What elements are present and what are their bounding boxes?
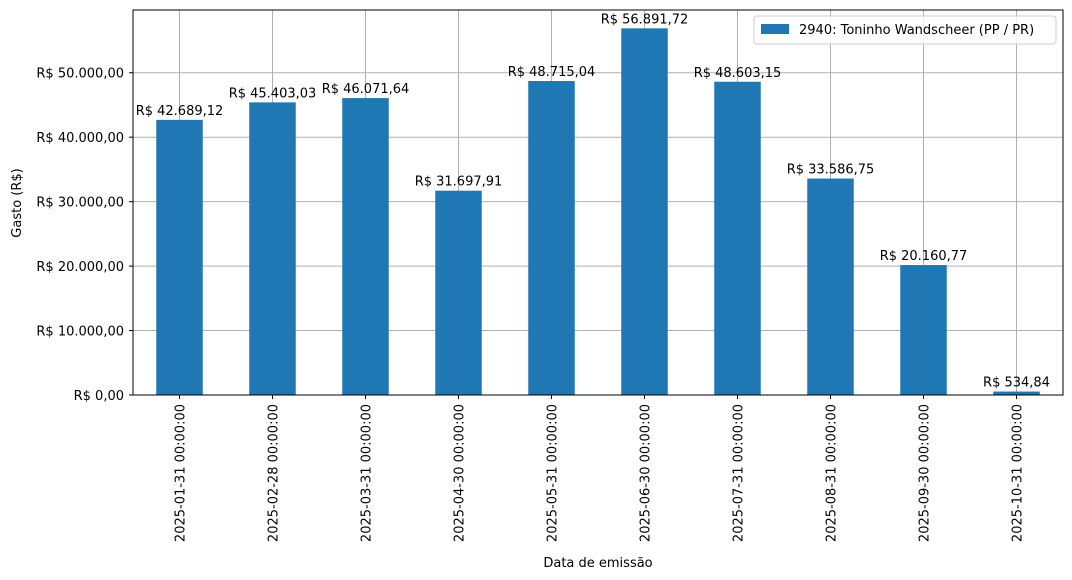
plot-frame bbox=[132, 9, 1064, 396]
bar-layer bbox=[156, 28, 1040, 396]
y-tick-layer: R$ 0,00 R$ 10.000,00 R$ 20.000,00 R$ 30.000… bbox=[36, 67, 133, 404]
x-tick-label: 2025-09-30 00:00:00 bbox=[918, 404, 933, 542]
data-label: R$ 45.403,03 bbox=[229, 86, 317, 101]
x-tick-label: 2025-07-31 00:00:00 bbox=[732, 404, 747, 542]
data-label: R$ 46.071,64 bbox=[322, 82, 410, 97]
x-axis-title: Data de emissão bbox=[543, 556, 652, 571]
legend: 2940: Toninho Wandscheer (PP / PR) bbox=[753, 15, 1057, 45]
x-tick-label: 2025-06-30 00:00:00 bbox=[639, 404, 654, 542]
data-label: R$ 42.689,12 bbox=[136, 104, 224, 119]
y-tick-label: R$ 50.000,00 bbox=[36, 67, 124, 82]
legend-entry-label: 2940: Toninho Wandscheer (PP / PR) bbox=[799, 23, 1034, 38]
y-tick-label: R$ 20.000,00 bbox=[36, 260, 124, 275]
data-label: R$ 48.715,04 bbox=[508, 65, 596, 80]
x-tick-label: 2025-01-31 00:00:00 bbox=[174, 404, 189, 542]
plot-area-border bbox=[132, 9, 1064, 396]
data-label: R$ 56.891,72 bbox=[601, 12, 689, 27]
x-tick-label: 2025-03-31 00:00:00 bbox=[360, 404, 375, 542]
data-label: R$ 33.586,75 bbox=[787, 163, 875, 178]
bar bbox=[528, 81, 575, 395]
x-tick-label: 2025-10-31 00:00:00 bbox=[1011, 404, 1026, 542]
legend-swatch bbox=[761, 24, 789, 34]
x-tick-label: 2025-02-28 00:00:00 bbox=[267, 404, 282, 542]
bar bbox=[342, 98, 389, 395]
bar bbox=[156, 119, 203, 396]
bar bbox=[993, 391, 1040, 395]
y-tick-label: R$ 40.000,00 bbox=[36, 131, 124, 146]
y-axis-title: Gasto (R$) bbox=[10, 168, 25, 237]
y-tick-label: R$ 0,00 bbox=[74, 389, 124, 404]
bar bbox=[621, 28, 668, 396]
bar bbox=[249, 102, 296, 396]
data-label: R$ 534,84 bbox=[983, 376, 1050, 391]
data-label: R$ 48.603,15 bbox=[694, 66, 782, 81]
x-tick-label: 2025-04-30 00:00:00 bbox=[453, 404, 468, 542]
bar bbox=[900, 265, 947, 395]
y-tick-label: R$ 10.000,00 bbox=[36, 325, 124, 340]
legend-box bbox=[753, 15, 1057, 45]
bar bbox=[714, 81, 761, 395]
bar bbox=[807, 178, 854, 395]
data-label: R$ 20.160,77 bbox=[880, 249, 968, 264]
x-tick-label: 2025-05-31 00:00:00 bbox=[546, 404, 561, 542]
x-tick-label: 2025-08-31 00:00:00 bbox=[825, 404, 840, 542]
y-tick-label: R$ 30.000,00 bbox=[36, 196, 124, 211]
data-label-layer: R$ 42.689,12 R$ 45.403,03 R$ 46.071,64 R$ 3… bbox=[136, 12, 1050, 390]
bar bbox=[435, 190, 482, 395]
data-label: R$ 31.697,91 bbox=[415, 175, 503, 190]
x-tick-layer: 2025-01-31 00:00:00 2025-02-28 00:00:00 20… bbox=[174, 395, 1026, 542]
